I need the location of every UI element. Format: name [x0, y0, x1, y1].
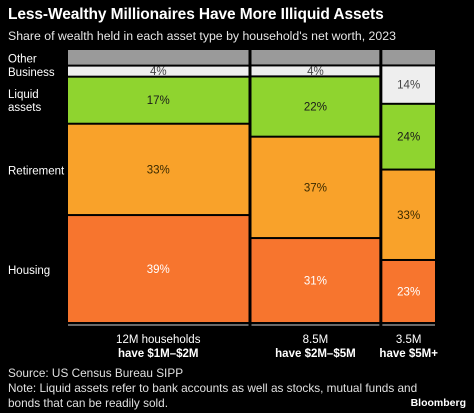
bar-segment-housing-col-3 — [382, 260, 435, 322]
bar-segment-other-col-1 — [68, 50, 249, 65]
data-label-liquid-assets-col-2: 22% — [304, 102, 327, 114]
data-label-business-col-3: 14% — [397, 80, 420, 92]
data-label-retirement-col-1: 33% — [147, 164, 170, 176]
data-label-housing-col-1: 39% — [147, 264, 170, 276]
data-label-business-col-1: 4% — [150, 66, 167, 78]
data-label-housing-col-3: 23% — [397, 286, 420, 298]
bar-segment-business-col-2 — [251, 66, 380, 76]
chart-title: Less-Wealthy Millionaires Have More Illi… — [8, 6, 384, 23]
chart-subtitle: Share of wealth held in each asset type … — [8, 29, 396, 43]
category-label-other: Other — [8, 53, 37, 65]
source-note: Source: US Census Bureau SIPP — [8, 366, 184, 380]
bar-segment-retirement-col-2 — [251, 137, 380, 238]
bar-segment-other-col-2 — [251, 50, 380, 65]
marimekko-chart: 4% 17% 33% 39% 12M households have $1M–$2M 4% 2… — [8, 50, 438, 360]
category-label-business: Business — [8, 67, 55, 79]
footnote: Note: Liquid assets refer to bank accoun… — [8, 381, 418, 410]
category-label-retirement: Retirement — [8, 165, 65, 177]
bar-segment-other-col-3 — [382, 50, 435, 65]
bar-segment-business-col-3 — [382, 66, 435, 103]
household-count-label-col-1: 12M households — [116, 334, 201, 346]
bar-segment-housing-col-1 — [68, 216, 249, 322]
bar-segment-retirement-col-3 — [382, 170, 435, 259]
data-label-retirement-col-3: 33% — [397, 210, 420, 222]
data-label-business-col-2: 4% — [307, 66, 324, 78]
household-count-label-col-3: 3.5M — [396, 334, 422, 346]
bar-segment-housing-col-2 — [251, 239, 380, 322]
wealth-bracket-label-col-3: have $5M+ — [379, 348, 438, 360]
household-count-label-col-2: 8.5M — [303, 334, 329, 346]
wealth-bracket-label-col-1: have $1M–$2M — [118, 348, 199, 360]
bar-segment-business-col-1 — [68, 66, 249, 76]
bar-segment-liquid-assets-col-1 — [68, 77, 249, 123]
data-label-liquid-assets-col-1: 17% — [147, 95, 170, 107]
category-label-liquid-assets: Liquid assets — [8, 89, 41, 114]
data-label-liquid-assets-col-3: 24% — [397, 132, 420, 144]
wealth-bracket-label-col-2: have $2M–$5M — [275, 348, 356, 360]
data-label-retirement-col-2: 37% — [304, 182, 327, 194]
bar-segment-retirement-col-1 — [68, 124, 249, 215]
bar-segment-liquid-assets-col-2 — [251, 77, 380, 136]
bar-segment-liquid-assets-col-3 — [382, 104, 435, 169]
data-label-housing-col-2: 31% — [304, 276, 327, 288]
bloomberg-logo: Bloomberg — [410, 397, 466, 409]
category-label-housing: Housing — [8, 265, 50, 277]
